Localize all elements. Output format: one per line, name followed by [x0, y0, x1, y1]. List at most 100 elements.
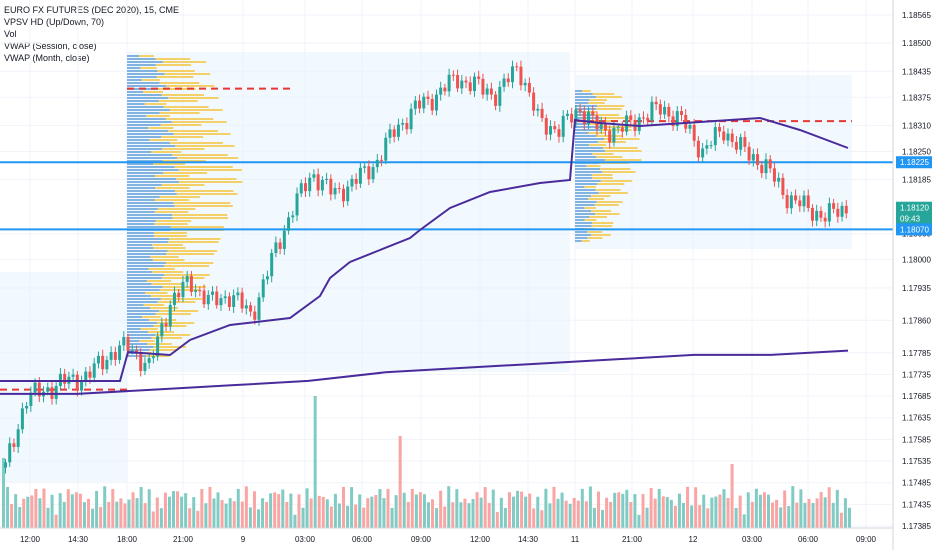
- vp-session-1-up-9: [127, 82, 160, 84]
- legend-vwap-session[interactable]: VWAP (Session, close): [4, 41, 97, 51]
- volume-bar-178: [722, 489, 726, 528]
- candle-body-78: [333, 188, 337, 195]
- vp-session-1-up-96: [127, 343, 148, 345]
- legend-vpsv[interactable]: VPSV HD (Up/Down, 70): [4, 17, 105, 27]
- time-tick-label-2: 18:00: [117, 535, 138, 544]
- candle-body-32: [139, 353, 143, 371]
- volume-bar-41: [167, 496, 171, 528]
- vp-session-2-up-37: [575, 201, 597, 203]
- price-tick-label-0: 1.18565: [902, 11, 931, 20]
- candle-body-38: [164, 323, 168, 327]
- volume-bar-100: [406, 501, 410, 528]
- vp-session-1-down-68: [152, 259, 185, 261]
- vp-session-1-down-69: [165, 262, 214, 264]
- vp-session-1-up-93: [127, 334, 156, 336]
- vp-session-1-up-87: [127, 316, 143, 318]
- vp-session-1-up-39: [127, 172, 164, 174]
- vp-session-1-down-83: [143, 304, 165, 306]
- volume-bar-57: [232, 501, 236, 528]
- vp-session-1-down-37: [174, 166, 233, 168]
- vp-session-2-up-21: [575, 153, 593, 155]
- candle-body-33: [143, 362, 147, 371]
- vp-session-1-up-0: [127, 55, 140, 57]
- candle-body-43: [185, 275, 189, 282]
- volume-bar-158: [641, 493, 645, 528]
- volume-bar-125: [507, 492, 511, 528]
- vp-session-2-up-2: [575, 96, 597, 98]
- volume-bar-51: [208, 486, 212, 528]
- vp-session-2-up-38: [575, 204, 595, 206]
- volume-bar-130: [528, 493, 532, 528]
- volume-bar-186: [754, 488, 758, 528]
- vp-session-2-down-31: [597, 183, 625, 185]
- vp-session-2-up-49: [575, 237, 588, 239]
- candle-body-130: [553, 126, 557, 130]
- candle-body-82: [350, 178, 354, 187]
- candle-body-34: [147, 358, 151, 363]
- candle-body-195: [827, 203, 831, 222]
- vp-session-1-up-86: [127, 313, 156, 315]
- candle-body-13: [58, 373, 62, 386]
- candle-body-129: [549, 126, 553, 135]
- vp-session-1-up-55: [127, 220, 156, 222]
- candle-body-169: [718, 127, 722, 132]
- candle-body-26: [113, 352, 117, 360]
- vp-session-2-down-32: [584, 186, 596, 188]
- candle-body-81: [346, 186, 350, 202]
- candle-body-137: [582, 111, 586, 125]
- volume-bar-128: [520, 491, 524, 528]
- candle-body-131: [557, 129, 561, 137]
- volume-bar-173: [702, 494, 706, 528]
- volume-bar-38: [155, 497, 159, 528]
- vp-session-1-up-85: [127, 310, 160, 312]
- volume-bar-8: [34, 489, 38, 528]
- volume-bar-151: [613, 492, 617, 528]
- vp-session-2-up-23: [575, 159, 605, 161]
- vp-session-2-up-30: [575, 180, 601, 182]
- volume-bar-53: [216, 492, 220, 528]
- vp-session-1-up-54: [127, 217, 173, 219]
- volume-bar-136: [552, 486, 556, 528]
- vp-session-1-down-88: [149, 319, 177, 321]
- volume-bar-108: [439, 490, 443, 528]
- candle-body-153: [650, 101, 654, 121]
- candle-body-165: [701, 148, 705, 158]
- vp-session-1-down-42: [178, 181, 243, 183]
- vp-session-1-down-57: [170, 226, 224, 228]
- volume-bar-114: [463, 498, 467, 528]
- vp-session-1-up-60: [127, 235, 154, 237]
- vp-session-1-down-22: [171, 121, 227, 123]
- volume-bar-206: [835, 489, 839, 528]
- legend-vwap-month[interactable]: VWAP (Month, close): [4, 53, 90, 63]
- vp-session-1-down-79: [145, 292, 168, 294]
- candle-body-116: [494, 94, 498, 106]
- volume-bar-40: [163, 492, 167, 528]
- candle-body-113: [481, 78, 485, 95]
- candle-body-194: [823, 217, 827, 222]
- vp-session-1-up-56: [127, 223, 155, 225]
- candle-body-118: [502, 78, 506, 87]
- volume-bar-160: [649, 488, 653, 528]
- candle-body-115: [489, 88, 493, 95]
- vp-session-1-down-12: [143, 91, 164, 93]
- candle-body-166: [705, 145, 709, 149]
- legend-vol[interactable]: Vol: [4, 29, 17, 39]
- candle-body-55: [236, 292, 240, 296]
- candle-body-90: [384, 137, 388, 161]
- vp-session-1-down-54: [172, 217, 229, 219]
- vp-session-1-down-97: [153, 346, 187, 348]
- candle-body-176: [747, 146, 751, 161]
- vp-session-2-up-11: [575, 123, 589, 125]
- volume-bar-83: [337, 503, 341, 528]
- vp-session-1-down-39: [163, 172, 208, 174]
- candle-body-190: [806, 195, 810, 208]
- price-badge-3: [896, 223, 932, 236]
- candle-body-109: [464, 80, 468, 83]
- time-tick-label-8: 12:00: [470, 535, 491, 544]
- volume-bar-84: [342, 486, 345, 528]
- volume-bar-168: [682, 502, 685, 528]
- volume-bar-113: [459, 502, 463, 528]
- vp-session-2-down-41: [595, 213, 620, 215]
- candle-body-63: [270, 252, 274, 277]
